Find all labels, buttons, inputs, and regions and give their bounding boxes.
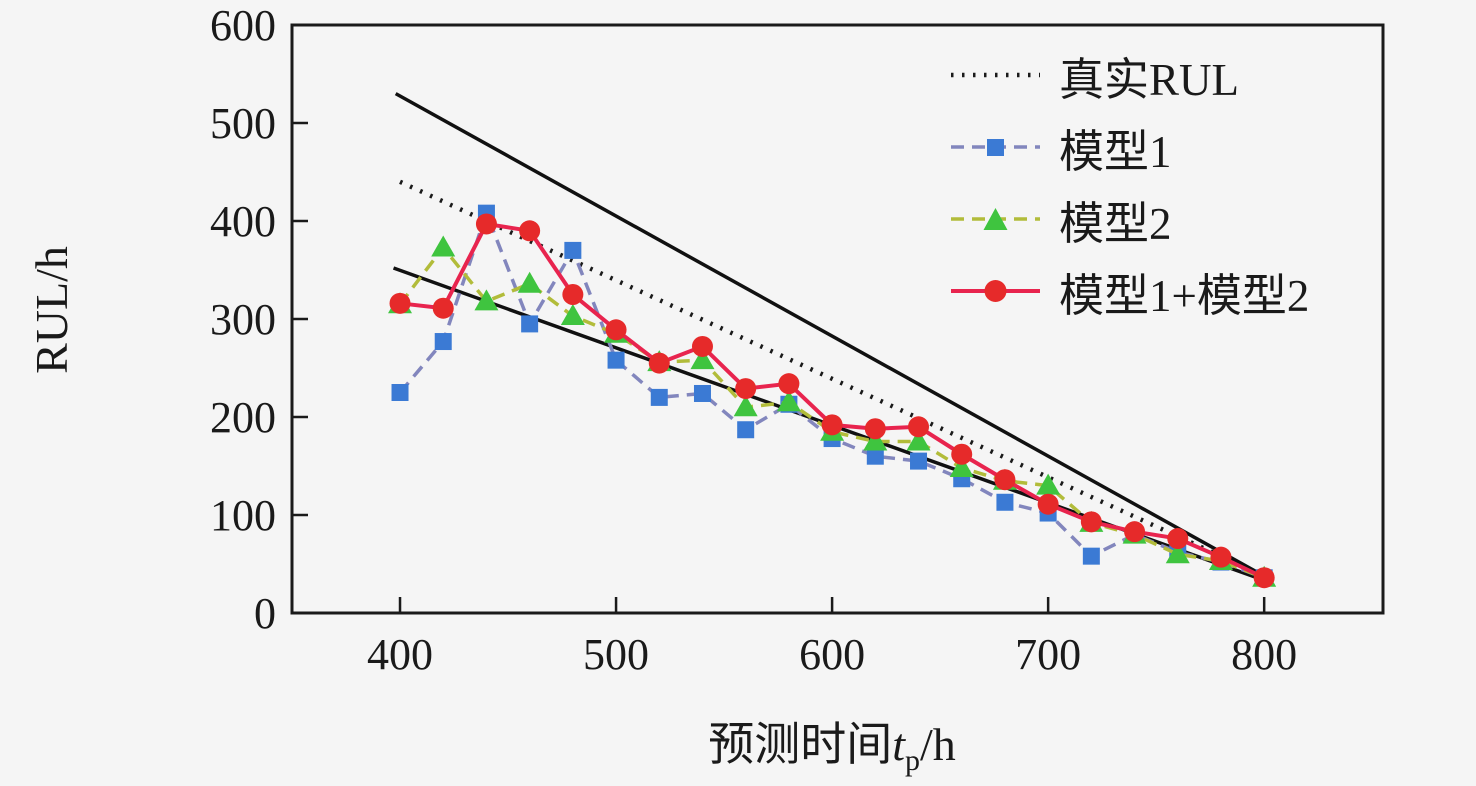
square-marker (693, 384, 711, 402)
y-tick-label: 500 (210, 99, 276, 148)
circle-marker (908, 416, 930, 438)
y-axis-title: RUL/h (26, 246, 77, 374)
legend-row-model1: 模型1 (948, 111, 1309, 183)
square-marker (391, 384, 409, 401)
circle-marker (864, 418, 886, 440)
y-tick-label: 300 (210, 295, 276, 344)
square-marker (434, 333, 452, 351)
circle-marker (821, 414, 843, 436)
square-marker (910, 452, 928, 470)
square-marker (564, 241, 582, 259)
y-tick-label: 100 (210, 491, 276, 540)
circle-marker (389, 292, 411, 314)
legend-row-true-rul: 真实RUL (948, 39, 1309, 111)
circle-marker (605, 319, 627, 341)
x-tick-label: 700 (1015, 630, 1081, 679)
square-marker (650, 388, 668, 406)
y-tick-label: 200 (210, 393, 276, 442)
plot-frame (290, 23, 1385, 615)
circle-marker (1167, 528, 1189, 550)
circle-marker (562, 284, 584, 305)
triangle-marker (1036, 473, 1061, 495)
legend-label-model1: 模型1 (1059, 126, 1172, 177)
legend-label-model2: 模型2 (1059, 198, 1172, 249)
circle-marker-glyph (984, 280, 1007, 302)
triangle-marker (474, 289, 499, 311)
circle-marker (1210, 546, 1232, 568)
square-marker (521, 315, 539, 333)
triangle-marker-glyph (983, 208, 1008, 230)
square-marker (866, 447, 884, 465)
x-axis-title-text: 预测时间 (708, 719, 893, 770)
blue-square-sample-icon (951, 139, 1040, 156)
y-tick-label: 600 (210, 1, 276, 50)
square-marker (996, 493, 1014, 511)
circle-marker (1037, 493, 1059, 515)
y-tick-label: 400 (210, 197, 276, 246)
square-marker (607, 351, 625, 369)
circle-marker (735, 378, 757, 400)
x-tick-label: 600 (799, 630, 865, 679)
y-tick-label: 0 (254, 589, 276, 638)
dotted-line-sample-icon (951, 72, 1040, 78)
x-axis-title-unit: /h (920, 719, 956, 770)
square-marker-glyph (987, 139, 1004, 156)
triangle-marker (906, 429, 931, 451)
circle-marker (475, 213, 497, 235)
upper-bound-line (394, 92, 1272, 582)
green-triangle-sample-icon (951, 208, 1040, 230)
triangle-marker (431, 235, 456, 257)
triangle-marker (690, 348, 715, 370)
triangle-marker (949, 455, 974, 477)
square-marker (737, 421, 755, 439)
triangle-marker (733, 395, 758, 417)
circle-marker (432, 297, 454, 319)
legend: 真实RUL 模型1 模型2 模型1+模型2 (948, 39, 1309, 327)
triangle-marker (776, 390, 801, 412)
x-tick-label: 400 (367, 630, 433, 679)
circle-marker (1124, 521, 1146, 543)
triangle-marker (863, 429, 888, 451)
legend-row-model1-plus-model2: 模型1+模型2 (948, 255, 1309, 327)
circle-marker (519, 220, 541, 242)
circle-marker (951, 443, 973, 465)
circle-marker (994, 469, 1016, 491)
square-marker (1082, 547, 1100, 565)
circle-marker (778, 373, 800, 395)
triangle-marker (517, 271, 542, 293)
x-tick-label: 800 (1231, 630, 1297, 679)
triangle-marker (560, 304, 585, 326)
circle-marker (648, 352, 670, 374)
x-axis-title-subscript: p (905, 744, 920, 778)
circle-marker (1080, 511, 1102, 533)
circle-marker (691, 335, 713, 357)
circle-marker (1253, 567, 1275, 589)
x-tick-label: 500 (583, 630, 649, 679)
triangle-marker (1165, 542, 1190, 564)
x-axis-title: 预测时间tp/h (632, 708, 1032, 778)
red-circle-sample-icon (951, 280, 1040, 302)
x-axis-title-variable: t (892, 719, 905, 770)
legend-label-true-rul: 真实RUL (1059, 54, 1240, 105)
legend-row-model2: 模型2 (948, 183, 1309, 255)
legend-label-model1-plus-model2: 模型1+模型2 (1059, 270, 1310, 321)
